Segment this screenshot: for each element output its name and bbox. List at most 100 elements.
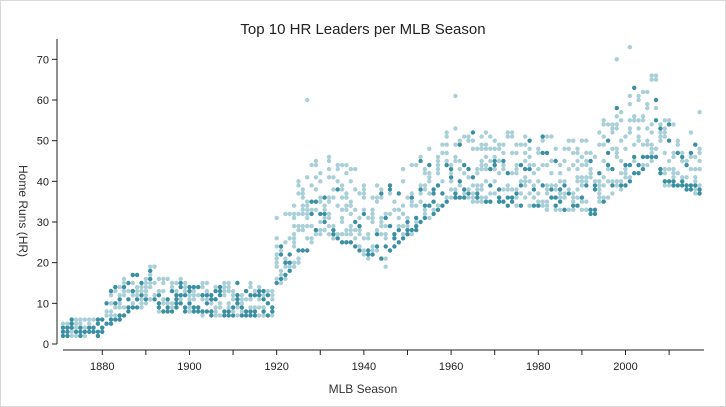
data-point[interactable] [431,191,436,196]
data-point[interactable] [566,191,571,196]
data-point[interactable] [309,207,314,212]
data-point[interactable] [152,264,157,269]
data-point[interactable] [209,313,214,318]
data-point[interactable] [588,150,593,156]
data-point[interactable] [73,329,79,334]
data-point[interactable] [671,122,676,127]
data-point[interactable] [466,134,471,139]
data-point[interactable] [270,305,275,310]
data-point[interactable] [274,276,279,282]
data-point[interactable] [174,297,179,302]
data-point[interactable] [305,215,310,221]
data-point[interactable] [156,305,162,310]
data-point[interactable] [169,284,175,290]
data-point[interactable] [305,236,310,241]
data-point[interactable] [483,130,489,135]
data-point[interactable] [252,288,258,294]
data-point[interactable] [453,187,458,192]
data-point[interactable] [571,150,576,156]
data-point[interactable] [339,219,345,225]
data-point[interactable] [274,252,279,257]
data-point[interactable] [353,219,358,225]
data-point[interactable] [479,183,484,188]
data-point[interactable] [553,146,558,151]
data-point[interactable] [540,199,545,204]
data-point[interactable] [422,215,428,221]
data-point[interactable] [688,154,694,160]
data-point[interactable] [592,211,598,217]
data-point[interactable] [466,175,471,180]
data-point[interactable] [571,207,576,212]
data-point[interactable] [143,293,149,298]
data-point[interactable] [322,227,327,233]
data-point[interactable] [191,305,196,310]
data-point[interactable] [623,183,628,188]
data-point[interactable] [531,171,537,176]
data-point[interactable] [540,203,545,208]
data-point[interactable] [121,313,127,318]
data-point[interactable] [261,297,266,302]
data-point[interactable] [653,73,659,78]
data-point[interactable] [645,162,650,168]
data-point[interactable] [671,183,676,188]
data-point[interactable] [405,223,410,229]
data-point[interactable] [73,333,79,339]
data-point[interactable] [100,329,105,334]
data-point[interactable] [636,97,641,103]
data-point[interactable] [544,134,550,139]
data-point[interactable] [370,219,375,225]
data-point[interactable] [309,211,314,217]
data-point[interactable] [658,166,663,172]
data-point[interactable] [514,150,519,156]
data-point[interactable] [274,260,279,265]
data-point[interactable] [148,280,153,286]
data-point[interactable] [287,252,292,257]
data-point[interactable] [470,195,476,200]
data-point[interactable] [353,244,358,249]
data-point[interactable] [584,207,589,212]
data-point[interactable] [361,211,367,217]
data-point[interactable] [662,183,667,188]
data-point[interactable] [87,321,92,326]
data-point[interactable] [353,166,358,172]
data-point[interactable] [636,134,641,139]
data-point[interactable] [361,187,367,192]
data-point[interactable] [466,138,471,143]
data-point[interactable] [348,232,353,237]
data-point[interactable] [536,203,541,208]
data-point[interactable] [575,195,580,200]
data-point[interactable] [640,142,646,147]
data-point[interactable] [658,134,663,139]
data-point[interactable] [584,175,589,180]
data-point[interactable] [243,309,249,314]
data-point[interactable] [479,142,484,147]
data-point[interactable] [113,288,118,294]
data-point[interactable] [121,288,127,294]
data-point[interactable] [291,232,297,237]
data-point[interactable] [87,325,92,330]
data-point[interactable] [653,105,659,111]
data-point[interactable] [305,207,310,212]
data-point[interactable] [697,191,702,196]
data-point[interactable] [274,264,279,269]
data-point[interactable] [427,179,432,184]
data-point[interactable] [549,187,554,192]
data-point[interactable] [640,162,646,168]
data-point[interactable] [557,207,563,212]
data-point[interactable] [671,171,676,176]
data-point[interactable] [366,256,371,261]
data-point[interactable] [148,297,153,302]
data-point[interactable] [514,142,519,147]
data-point[interactable] [597,187,602,192]
data-point[interactable] [618,110,624,115]
data-point[interactable] [126,309,131,314]
data-point[interactable] [178,301,183,306]
data-point[interactable] [688,166,694,172]
data-point[interactable] [584,162,589,168]
data-point[interactable] [693,187,698,192]
data-point[interactable] [475,166,480,172]
data-point[interactable] [601,142,606,147]
data-point[interactable] [243,288,249,294]
data-point[interactable] [645,105,650,111]
data-point[interactable] [422,211,428,217]
